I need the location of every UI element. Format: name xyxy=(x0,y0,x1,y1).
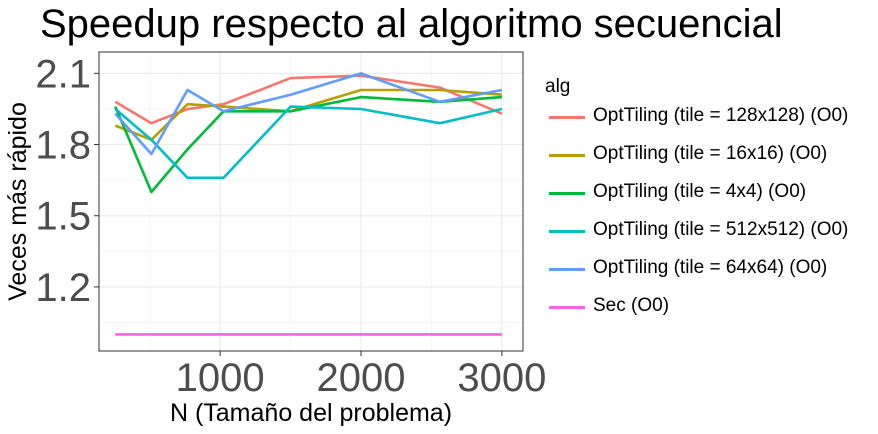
series-line-2 xyxy=(114,95,502,194)
x-tick-label: 1000 xyxy=(176,356,265,400)
legend-key-line xyxy=(549,268,585,271)
y-axis-title: Veces más rápido xyxy=(4,102,32,301)
y-tick-label: 1.8 xyxy=(35,124,91,168)
y-tick-label: 2.1 xyxy=(35,52,91,96)
legend-item: OptTiling (tile = 4x4) (O0) xyxy=(545,174,875,212)
x-tick-label: 3000 xyxy=(457,356,546,400)
legend-item: Sec (O0) xyxy=(545,288,875,326)
legend-label: OptTiling (tile = 128x128) (O0) xyxy=(593,105,849,126)
legend-key-line xyxy=(549,230,585,233)
plot-border xyxy=(98,51,524,352)
y-tick-label: 1.5 xyxy=(35,195,91,239)
x-axis-title: N (Tamaño del problema) xyxy=(170,399,452,427)
chart-title: Speedup respecto al algoritmo secuencial xyxy=(40,2,783,46)
legend-key-line xyxy=(549,192,585,195)
series-line-3 xyxy=(114,105,503,180)
legend-title: alg xyxy=(545,76,571,97)
legend-items: OptTiling (tile = 128x128) (O0) OptTiling… xyxy=(545,98,875,326)
legend-label: Sec (O0) xyxy=(593,295,670,316)
legend-label: OptTiling (tile = 512x512) (O0) xyxy=(593,219,849,240)
legend-item: OptTiling (tile = 128x128) (O0) xyxy=(545,98,875,136)
legend-item: OptTiling (tile = 512x512) (O0) xyxy=(545,212,875,250)
legend-label: OptTiling (tile = 4x4) (O0) xyxy=(593,181,807,202)
series-line-0 xyxy=(114,74,503,125)
legend-item: OptTiling (tile = 64x64) (O0) xyxy=(545,250,875,288)
legend-item: OptTiling (tile = 16x16) (O0) xyxy=(545,136,875,174)
legend-key-line xyxy=(549,154,585,157)
y-tick-label: 1.2 xyxy=(35,266,91,310)
series-line-4 xyxy=(114,72,503,156)
legend-label: OptTiling (tile = 16x16) (O0) xyxy=(593,143,828,164)
series-line-1 xyxy=(114,88,502,142)
x-tick-label: 2000 xyxy=(317,356,406,400)
legend-label: OptTiling (tile = 64x64) (O0) xyxy=(593,257,828,278)
legend-key-line xyxy=(549,116,585,119)
legend-key-line xyxy=(549,306,585,309)
legend: alg OptTiling (tile = 128x128) (O0) OptTi… xyxy=(545,76,875,326)
